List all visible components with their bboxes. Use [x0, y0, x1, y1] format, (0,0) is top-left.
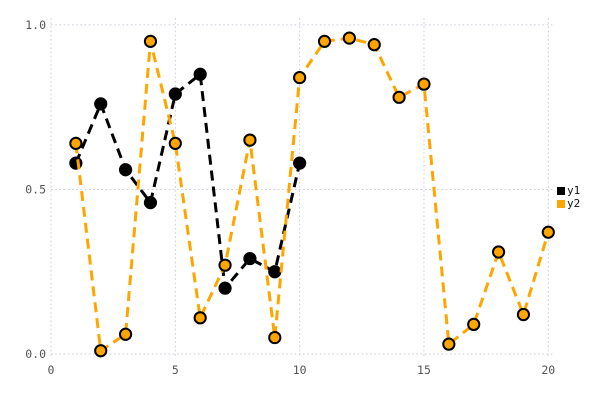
y-tick-label-0.5: 0.5: [25, 182, 46, 196]
legend-swatch-y1: [557, 187, 565, 195]
marker-y2-x19: [516, 307, 531, 322]
marker-y1-x6: [193, 67, 207, 81]
y-tick-label-1.0: 1.0: [25, 18, 46, 32]
tick-labels: 0 5 10 15 20 0.0 0.5 1.0: [25, 18, 555, 377]
marker-y2-x4: [143, 34, 158, 48]
marker-y2-x13: [367, 38, 381, 52]
marker-y2-x18: [491, 245, 506, 259]
x-tick-label-0: 0: [48, 363, 55, 377]
x-tick-label-10: 10: [293, 363, 307, 377]
marker-y2-x6: [193, 311, 207, 325]
marker-y2-x14: [392, 90, 406, 104]
gridlines: [50, 18, 555, 356]
legend-label-y2: y2: [567, 197, 581, 210]
marker-y1-x2: [94, 97, 108, 111]
line-y1: [74, 71, 302, 292]
marker-y1-x3: [118, 163, 133, 177]
marker-y1-x5: [168, 87, 182, 101]
series-y1: [69, 67, 307, 295]
legend-item-y1: y1: [557, 185, 580, 197]
marker-y2-x10: [293, 70, 307, 85]
marker-y2-x17: [467, 317, 481, 332]
marker-y2-x7: [218, 258, 232, 272]
marker-y2-x5: [168, 136, 182, 150]
legend-label-y1: y1: [567, 184, 581, 197]
marker-y2-x11: [317, 34, 332, 48]
marker-y2-x8: [243, 133, 257, 147]
x-tick-label-5: 5: [172, 363, 179, 377]
marker-y1-x4: [143, 196, 158, 210]
marker-y2-x16: [442, 337, 456, 351]
legend-swatch-y2: [557, 200, 565, 208]
x-tick-label-20: 20: [541, 363, 555, 377]
line-y2: [74, 36, 550, 354]
y-tick-label-0.0: 0.0: [25, 347, 46, 361]
marker-y2-x15: [417, 77, 431, 91]
marker-y2-x1: [69, 136, 83, 150]
series-y2: [69, 31, 555, 358]
marker-y2-x2: [94, 344, 108, 358]
marker-y1-x10: [293, 156, 307, 170]
marker-y1-x7: [218, 281, 232, 295]
marker-y2-x9: [268, 330, 282, 345]
marker-y2-x12: [342, 31, 356, 45]
marker-y1-x9: [268, 265, 282, 279]
marker-y2-x3: [118, 327, 133, 341]
marker-y2-x20: [541, 225, 555, 239]
legend: y1 y2: [557, 185, 580, 210]
marker-y1-x8: [243, 251, 257, 266]
x-tick-label-15: 15: [417, 363, 431, 377]
legend-item-y2: y2: [557, 198, 580, 210]
